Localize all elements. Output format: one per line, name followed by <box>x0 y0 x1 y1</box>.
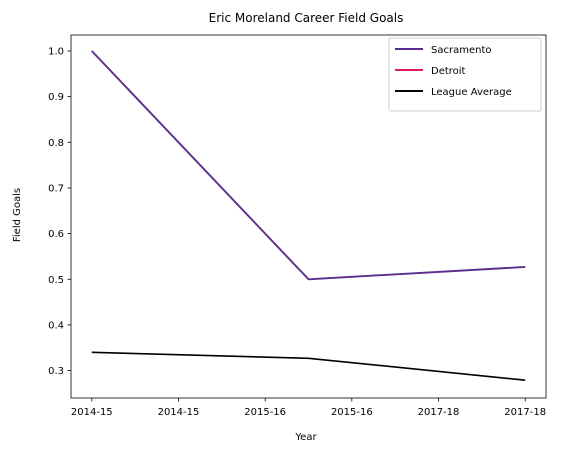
x-tick-label: 2017-18 <box>504 407 546 418</box>
chart-title: Eric Moreland Career Field Goals <box>209 11 404 25</box>
y-tick-label: 0.8 <box>48 138 64 149</box>
legend-label: League Average <box>431 87 512 98</box>
x-tick-label: 2014-15 <box>71 407 113 418</box>
legend-label: Sacramento <box>431 45 491 56</box>
y-tick-label: 0.9 <box>48 92 64 103</box>
y-tick-label: 0.3 <box>48 366 64 377</box>
y-tick-label: 0.7 <box>48 183 64 194</box>
y-tick-label: 0.5 <box>48 275 64 286</box>
x-tick-label: 2017-18 <box>418 407 460 418</box>
legend: Sacramento Detroit League Average <box>388 37 542 112</box>
x-tick-label: 2015-16 <box>331 407 373 418</box>
axes-frame <box>70 34 547 399</box>
x-axis-label: Year <box>294 432 317 443</box>
y-tick-label: 0.4 <box>48 320 64 331</box>
x-tick-label: 2015-16 <box>244 407 286 418</box>
y-tick-label: 1.0 <box>48 46 64 57</box>
series-line-league-average <box>91 351 526 381</box>
y-tick-label: 0.6 <box>48 229 64 240</box>
legend-label: Detroit <box>431 66 466 77</box>
legend-box <box>388 37 542 112</box>
series-line-sacramento <box>91 50 526 281</box>
plot-area: 0.3 0.4 0.5 0.6 0.7 0.8 0.9 1.0 2014-15 2014-15 20… <box>48 34 547 418</box>
x-tick-label: 2014-15 <box>158 407 200 418</box>
y-axis-label: Field Goals <box>12 188 23 242</box>
